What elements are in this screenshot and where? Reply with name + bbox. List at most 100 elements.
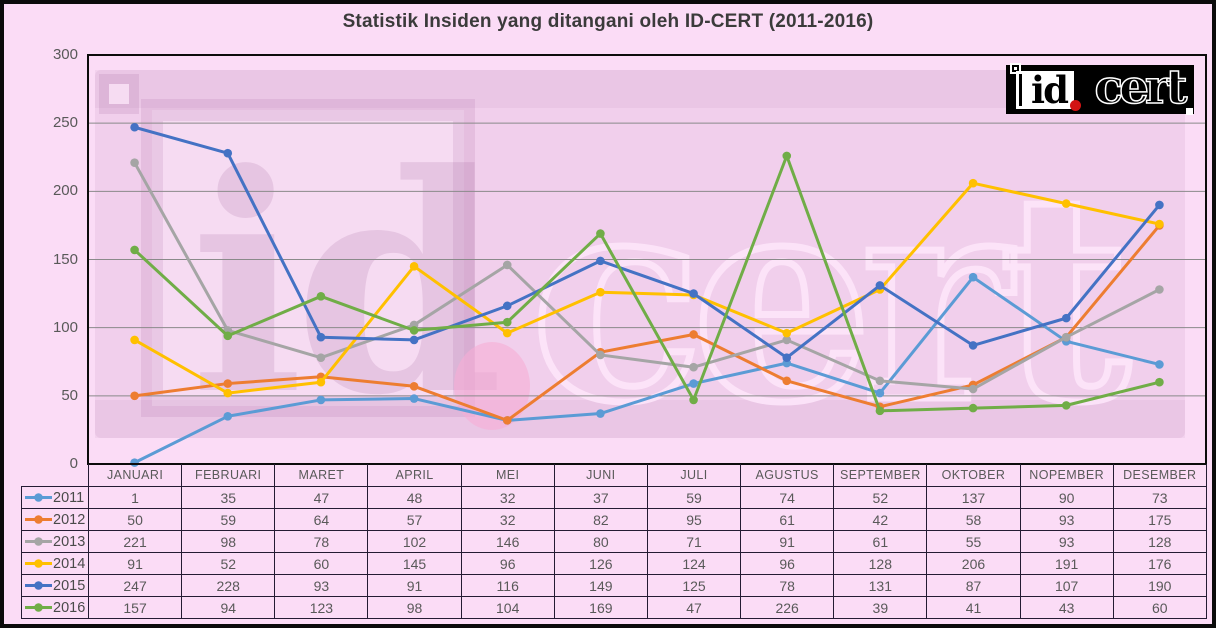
data-point-2016-APRIL <box>409 326 419 335</box>
data-point-2012-JANUARI <box>130 391 139 401</box>
value-cell-2014-JUNI: 126 <box>553 552 648 575</box>
data-point-2015-AGUSTUS <box>782 353 792 362</box>
value-cell-2016-APRIL: 98 <box>367 596 462 619</box>
data-point-2016-NOPEMBER <box>1061 401 1071 410</box>
value-cell-2012-FEBRUARI: 59 <box>181 508 276 531</box>
legend-cell-2015: 2015 <box>21 574 89 597</box>
value-cell-2013-DESEMBER: 128 <box>1112 530 1207 553</box>
series-year-label: 2012 <box>53 511 86 528</box>
value-cell-2015-MARET: 93 <box>274 574 369 597</box>
value-cell-2011-APRIL: 48 <box>367 486 462 509</box>
series-line-2011 <box>133 275 1160 464</box>
legend-cell-2012: 2012 <box>21 508 89 531</box>
logo-id-box: id <box>1016 68 1074 112</box>
value-cell-2016-MEI: 104 <box>460 596 555 619</box>
month-header: JANUARI <box>87 464 183 487</box>
value-cell-2015-JANUARI: 247 <box>87 574 183 597</box>
data-point-2014-MARET <box>316 377 326 387</box>
value-cell-2013-OKTOBER: 55 <box>926 530 1021 553</box>
legend-cell-2013: 2013 <box>21 530 89 553</box>
value-cell-2014-SEPTEMBER: 128 <box>833 552 928 575</box>
value-cell-2013-NOPEMBER: 93 <box>1019 530 1114 553</box>
value-cell-2015-JUNI: 149 <box>553 574 648 597</box>
value-cell-2015-FEBRUARI: 228 <box>181 574 276 597</box>
data-point-2011-MARET <box>316 395 326 405</box>
value-cell-2013-AGUSTUS: 91 <box>740 530 835 553</box>
data-point-2015-FEBRUARI <box>223 148 233 158</box>
data-point-2016-AGUSTUS <box>782 151 792 161</box>
data-point-2015-JULI <box>689 289 698 298</box>
logo-cert-text: cert <box>1094 60 1189 115</box>
value-cell-2014-OKTOBER: 206 <box>926 552 1021 575</box>
value-cell-2013-JULI: 71 <box>646 530 742 553</box>
value-cell-2012-APRIL: 57 <box>367 508 462 531</box>
data-point-2012-MEI <box>502 416 512 425</box>
data-point-2016-FEBRUARI <box>223 331 233 341</box>
series-lines <box>130 122 1164 467</box>
logo-corner-square-icon <box>1010 63 1021 74</box>
data-point-2013-JULI <box>689 362 698 372</box>
legend-marker-icon <box>25 581 52 590</box>
value-cell-2013-MEI: 146 <box>460 530 555 553</box>
data-point-2016-DESEMBER <box>1155 377 1164 387</box>
data-point-2013-DESEMBER <box>1155 285 1164 294</box>
series-line-2014 <box>133 181 1160 395</box>
series-line-2013 <box>133 161 1161 391</box>
legend-cell-2011: 2011 <box>21 486 89 509</box>
value-cell-2011-MARET: 47 <box>274 486 369 509</box>
logo-id-text: id <box>1031 68 1069 112</box>
data-point-2014-MEI <box>502 328 512 338</box>
value-cell-2016-DESEMBER: 60 <box>1112 596 1207 619</box>
data-point-2011-JUNI <box>596 409 605 418</box>
value-cell-2016-SEPTEMBER: 39 <box>833 596 928 619</box>
data-point-2012-JULI <box>689 330 698 339</box>
series-year-label: 2011 <box>53 489 85 506</box>
month-header: SEPTEMBER <box>833 464 928 487</box>
data-point-2012-FEBRUARI <box>223 379 233 388</box>
value-cell-2014-MEI: 96 <box>460 552 555 575</box>
data-point-2011-SEPTEMBER <box>875 388 885 398</box>
logo-corner-square-small-icon <box>1186 108 1193 115</box>
value-cell-2013-JUNI: 80 <box>553 530 648 553</box>
value-cell-2015-SEPTEMBER: 131 <box>833 574 928 597</box>
data-point-2014-OKTOBER <box>968 178 978 188</box>
value-cell-2013-JANUARI: 221 <box>87 530 183 553</box>
data-point-2013-MEI <box>502 260 512 270</box>
chart-data-table: JANUARI FEBRUARI MARET APRIL MEI JUNI JULI AGUS… <box>21 464 1207 619</box>
value-cell-2015-OKTOBER: 87 <box>926 574 1021 597</box>
data-point-2016-MARET <box>316 292 326 301</box>
data-point-2016-OKTOBER <box>968 403 978 413</box>
value-cell-2015-NOPEMBER: 107 <box>1019 574 1114 597</box>
value-cell-2015-AGUSTUS: 78 <box>740 574 835 597</box>
table-blank-corner <box>21 464 89 487</box>
table-row-2015: 2015 247 228 93 91 116 149 125 78 131 87 107 190 <box>21 574 1207 597</box>
value-cell-2011-JUNI: 37 <box>553 486 648 509</box>
value-cell-2011-NOPEMBER: 90 <box>1019 486 1114 509</box>
value-cell-2012-JANUARI: 50 <box>87 508 183 531</box>
data-point-2011-OKTOBER <box>968 272 978 282</box>
month-header: DESEMBER <box>1112 464 1207 487</box>
month-header: MEI <box>460 464 555 487</box>
value-cell-2012-SEPTEMBER: 42 <box>833 508 928 531</box>
series-year-label: 2013 <box>53 533 86 550</box>
data-point-2013-JANUARI <box>130 158 139 168</box>
data-point-2011-DESEMBER <box>1155 360 1164 369</box>
data-point-2014-JANUARI <box>130 335 139 345</box>
legend-cell-2016: 2016 <box>21 596 89 619</box>
value-cell-2014-FEBRUARI: 52 <box>181 552 276 575</box>
data-point-2015-JUNI <box>596 256 605 266</box>
value-cell-2011-AGUSTUS: 74 <box>740 486 835 509</box>
month-header: AGUSTUS <box>740 464 835 487</box>
value-cell-2015-JULI: 125 <box>646 574 742 597</box>
y-axis-tick-label: 250 <box>52 114 78 132</box>
data-point-2015-APRIL <box>409 335 419 345</box>
value-cell-2012-MARET: 64 <box>274 508 369 531</box>
month-header: MARET <box>274 464 369 487</box>
value-cell-2011-JANUARI: 1 <box>87 486 183 509</box>
value-cell-2011-JULI: 59 <box>646 486 742 509</box>
value-cell-2011-SEPTEMBER: 52 <box>833 486 928 509</box>
value-cell-2014-NOPEMBER: 191 <box>1019 552 1114 575</box>
month-header: APRIL <box>367 464 462 487</box>
